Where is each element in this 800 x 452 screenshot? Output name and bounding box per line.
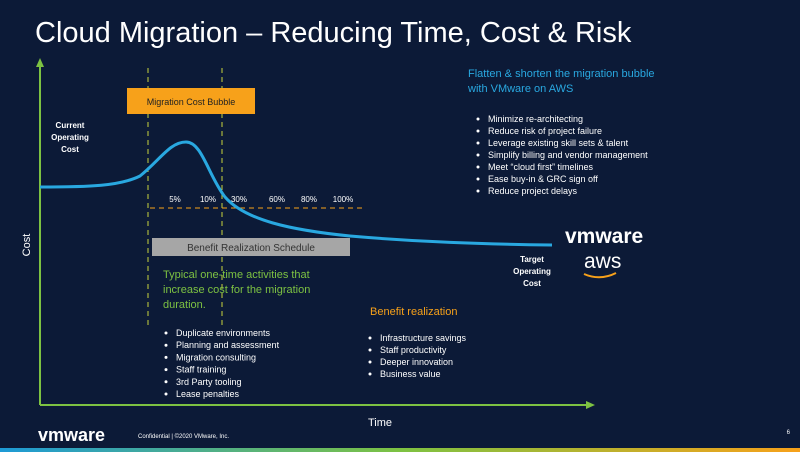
schedule-box — [152, 238, 350, 256]
bubble-box — [127, 88, 255, 114]
bullet-dot — [368, 336, 372, 340]
flatten-bullet: Ease buy-in & GRC sign off — [488, 174, 598, 184]
flatten-bullet: Minimize re-architecting — [488, 114, 583, 124]
flatten-bullet: Meet “cloud first” timelines — [488, 162, 594, 172]
flatten-text: with VMware on AWS — [467, 83, 573, 95]
one-time-text: duration. — [163, 299, 206, 311]
aws-logo: aws — [584, 250, 621, 273]
footer-bar — [0, 448, 800, 452]
aws-smile — [583, 272, 617, 279]
percent-label: 60% — [269, 195, 285, 204]
y-axis-label: Cost — [21, 234, 33, 257]
percent-label: 10% — [200, 195, 216, 204]
bullet-dot — [476, 141, 480, 145]
percent-label: 100% — [333, 195, 353, 204]
one-time-bullet: 3rd Party tooling — [176, 377, 242, 387]
x-axis-label: Time — [368, 417, 392, 429]
one-time-bullet: Planning and assessment — [176, 340, 280, 350]
percent-label: 80% — [301, 195, 317, 204]
bullet-dot — [368, 348, 372, 352]
flatten-bullet: Reduce project delays — [488, 186, 578, 196]
target-cost-label: Operating — [513, 267, 551, 276]
bullet-dot — [164, 331, 168, 335]
percent-label: 5% — [169, 195, 181, 204]
footer-text: Confidential | ©2020 VMware, Inc. — [138, 433, 229, 440]
target-cost-label: Target — [520, 255, 544, 264]
one-time-bullet: Staff training — [176, 365, 226, 375]
bullet-dot — [368, 360, 372, 364]
bullet-dot — [164, 343, 168, 347]
footer-logo: vmware — [38, 425, 105, 445]
bullet-dot — [164, 368, 168, 372]
x-arrow — [586, 401, 595, 409]
one-time-bullet: Lease penalties — [176, 389, 240, 399]
bullet-dot — [476, 189, 480, 193]
bullet-dot — [476, 117, 480, 121]
bullet-dot — [476, 129, 480, 133]
percent-label: 30% — [231, 195, 247, 204]
bullet-dot — [368, 372, 372, 376]
current-cost-label: Cost — [61, 145, 79, 154]
page-number: 6 — [787, 430, 791, 436]
one-time-text: Typical one-time activities that — [163, 269, 310, 281]
title: Cloud Migration – Reducing Time, Cost & … — [35, 17, 632, 49]
benefit-bullet: Staff productivity — [380, 345, 447, 355]
bullet-dot — [164, 355, 168, 359]
target-cost-label: Cost — [523, 279, 541, 288]
schedule-label: Benefit Realization Schedule — [187, 243, 315, 254]
bullet-dot — [476, 165, 480, 169]
one-time-bullet: Migration consulting — [176, 352, 256, 362]
one-time-bullet: Duplicate environments — [176, 328, 271, 338]
flatten-bullet: Simplify billing and vendor management — [488, 150, 648, 160]
benefit-bullet: Infrastructure savings — [380, 333, 467, 343]
vmware-logo: vmware — [565, 225, 643, 248]
bullet-dot — [476, 153, 480, 157]
one-time-text: increase cost for the migration — [163, 284, 310, 296]
bullet-dot — [476, 177, 480, 181]
current-cost-label: Operating — [51, 133, 89, 142]
benefit-bullet: Deeper innovation — [380, 357, 453, 367]
flatten-bullet: Leverage existing skill sets & talent — [488, 138, 629, 148]
flatten-bullet: Reduce risk of project failure — [488, 126, 602, 136]
y-arrow — [36, 58, 44, 67]
current-cost-label: Current — [56, 121, 85, 130]
benefit-heading: Benefit realization — [370, 306, 457, 318]
cost-curve — [39, 140, 553, 247]
flatten-text: Flatten & shorten the migration bubble — [468, 68, 655, 80]
benefit-bullet: Business value — [380, 369, 441, 379]
bubble-label: Migration Cost Bubble — [147, 97, 236, 107]
bullet-dot — [164, 380, 168, 384]
bullet-dot — [164, 392, 168, 396]
